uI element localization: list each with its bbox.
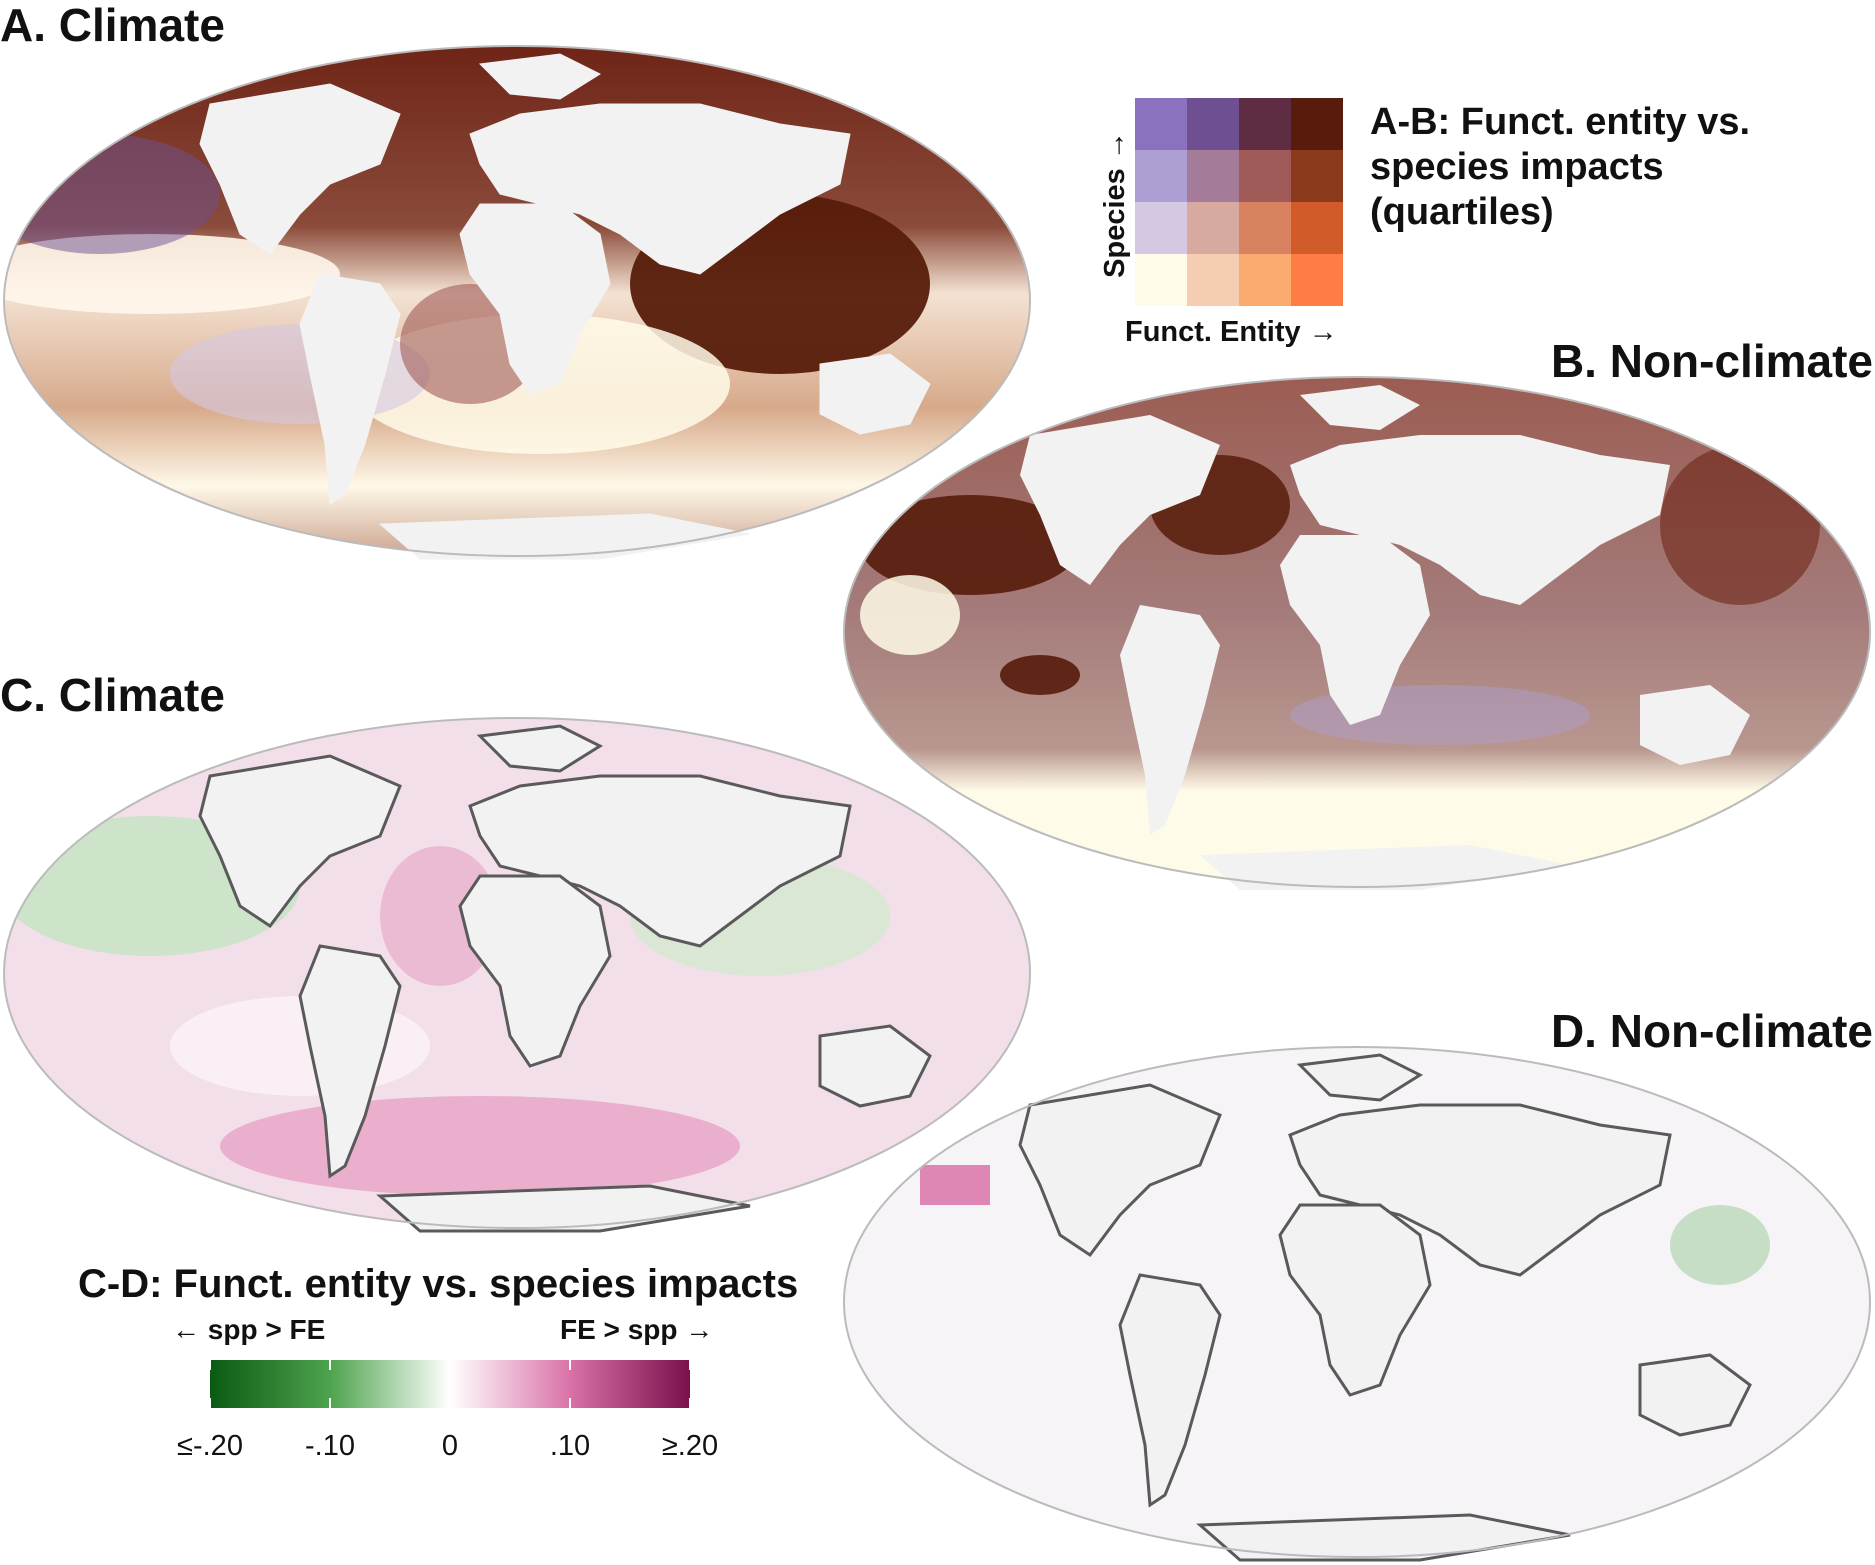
panel-c-title: C. Climate (0, 669, 225, 721)
bivariate-title-line-2: species impacts (1370, 146, 1664, 188)
panel-a-title: A. Climate (0, 0, 225, 51)
bivariate-cell-r3-c4 (1291, 202, 1343, 254)
diverging-legend-title: C-D: Funct. entity vs. species impacts (78, 1262, 799, 1306)
bivariate-cell-r4-c2 (1187, 254, 1239, 306)
bivariate-cell-r2-c2 (1187, 150, 1239, 202)
bivariate-cell-r3-c2 (1187, 202, 1239, 254)
diverging-color-bar (210, 1360, 690, 1408)
bivariate-cell-r2-c3 (1239, 150, 1291, 202)
bivariate-legend-title: A-B: Funct. entity vs. species impacts (… (1370, 100, 1750, 235)
bivariate-cell-r1-c2 (1187, 98, 1239, 150)
diverging-tick-label: .10 (549, 1430, 591, 1462)
diverging-legend: C-D: Funct. entity vs. species impacts ←… (60, 1262, 840, 1482)
diverging-tick-label: -.10 (305, 1430, 355, 1462)
bivariate-title-line-3: (quartiles) (1370, 191, 1554, 233)
map-c-climate-diverging (3, 717, 1031, 1233)
diverging-right-label: FE > spp → (560, 1314, 714, 1345)
bivariate-cell-r3-c1 (1135, 202, 1187, 254)
bivariate-cell-r1-c1 (1135, 98, 1187, 150)
panel-b-title: B. Non-climate (1550, 335, 1873, 387)
map-a-climate-bivariate (3, 45, 1031, 560)
diverging-tick-label: ≥.20 (661, 1430, 719, 1462)
bivariate-cell-r3-c3 (1239, 202, 1291, 254)
map-d-nonclimate-diverging (843, 1046, 1871, 1562)
bivariate-cell-r2-c4 (1291, 150, 1343, 202)
bivariate-color-grid (1135, 98, 1343, 306)
bivariate-cell-r4-c1 (1135, 254, 1187, 306)
bivariate-cell-r4-c4 (1291, 254, 1343, 306)
diverging-tick-label: ≤-.20 (177, 1430, 243, 1462)
bivariate-species-axis-label: Species → (1098, 131, 1131, 278)
bivariate-cell-r1-c4 (1291, 98, 1343, 150)
bivariate-fe-axis-label: Funct. Entity → (1125, 316, 1338, 348)
bivariate-title-line-1: A-B: Funct. entity vs. (1370, 101, 1751, 143)
bivariate-legend: Species → Funct. Entity → A-B: Funct. en… (1080, 90, 1870, 360)
bivariate-cell-r2-c1 (1135, 150, 1187, 202)
panel-d-title: D. Non-climate (1550, 1005, 1873, 1057)
bivariate-cell-r1-c3 (1239, 98, 1291, 150)
map-b-nonclimate-bivariate (843, 376, 1871, 890)
diverging-tick-label: 0 (441, 1430, 459, 1462)
bivariate-cell-r4-c3 (1239, 254, 1291, 306)
diverging-left-label: ← spp > FE (172, 1314, 326, 1345)
